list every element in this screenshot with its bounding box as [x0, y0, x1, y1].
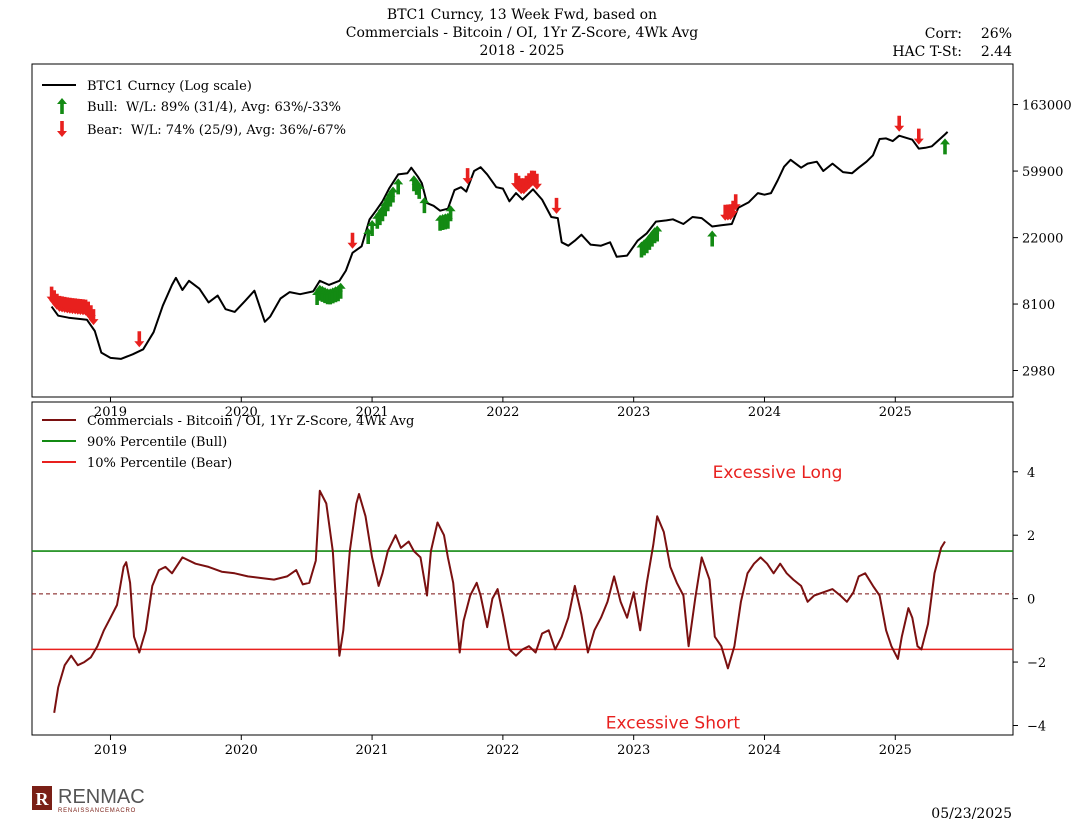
- legend-marker-bear-icon: [57, 121, 67, 137]
- x-tick-label: 2019: [94, 743, 127, 758]
- x-tick-label: 2023: [617, 405, 650, 420]
- annotation-excessive-long: Excessive Long: [713, 463, 843, 483]
- bear-arrow-icon: [462, 168, 473, 185]
- bear-arrow-icon: [730, 194, 741, 211]
- bull-arrow-icon: [419, 197, 430, 214]
- stat-tstat-value: 2.44: [981, 44, 1012, 60]
- zscore-panel: 2019 2020 2021 2022 2023 2024 2025 −4 −2 0 2 4 Com…: [31, 401, 1046, 758]
- x-tick-label: 2020: [225, 743, 258, 758]
- bear-arrow-icon: [894, 115, 905, 132]
- zscore-panel-frame: [31, 401, 1014, 736]
- legend-label-price: BTC1 Curncy (Log scale): [87, 79, 252, 94]
- bear-arrow-icon: [134, 331, 145, 348]
- legend-label-bear-line: 10% Percentile (Bear): [87, 456, 232, 471]
- renmac-logo: R RENMAC RENAISSANCEMACRO: [32, 786, 145, 814]
- y-tick-label: −4: [1027, 719, 1046, 734]
- chart-title-line-1: BTC1 Curncy, 13 Week Fwd, based on: [387, 7, 657, 23]
- bull-arrow-icon: [367, 220, 378, 236]
- x-tick-label: 2021: [356, 405, 389, 420]
- bull-arrow-icon: [388, 186, 398, 203]
- x-tick-label: 2024: [748, 743, 781, 758]
- price-panel-legend: BTC1 Curncy (Log scale) Bull: W/L: 89% (…: [42, 79, 346, 138]
- x-tick-label: 2021: [356, 743, 389, 758]
- y-tick-label: 8100: [1022, 298, 1055, 313]
- legend-label-zscore: Commercials - Bitcoin / OI, 1Yr Z-Score,…: [87, 414, 414, 429]
- bull-arrow-icon: [393, 178, 404, 195]
- logo-text: RENMAC: [58, 786, 145, 808]
- price-panel: 2019 2020 2021 2022 2023 2024 2025 2980 8100 220…: [31, 63, 1072, 420]
- y-tick-label: 2: [1027, 529, 1035, 544]
- btc-price-line: [50, 131, 949, 360]
- stat-corr-value: 26%: [981, 26, 1012, 42]
- bull-arrow-icon: [414, 182, 425, 199]
- bull-arrow-icon: [445, 205, 456, 222]
- y-tick-label: 0: [1027, 593, 1035, 608]
- signal-arrows: [46, 115, 950, 348]
- zscore-panel-x-axis: 2019 2020 2021 2022 2023 2024 2025: [94, 735, 912, 758]
- bear-arrow-icon: [531, 173, 542, 190]
- x-tick-label: 2025: [879, 743, 912, 758]
- legend-label-bull-line: 90% Percentile (Bull): [87, 435, 227, 450]
- bear-arrow-icon: [347, 232, 358, 249]
- reference-lines: [32, 550, 1013, 651]
- bull-arrow-icon: [707, 230, 718, 247]
- stat-tstat-label: HAC T-St:: [892, 44, 962, 60]
- logo-mark-icon: [32, 786, 52, 810]
- bull-arrow-icon: [652, 225, 663, 242]
- bear-arrow-icon: [728, 200, 739, 217]
- x-tick-label: 2022: [486, 743, 519, 758]
- y-tick-label: −2: [1027, 656, 1046, 671]
- y-tick-label: 2980: [1022, 364, 1055, 379]
- x-tick-label: 2024: [748, 405, 781, 420]
- x-tick-label: 2019: [94, 405, 127, 420]
- y-tick-label: 59900: [1022, 165, 1063, 180]
- y-tick-label: 4: [1027, 466, 1035, 481]
- bear-arrow-icon: [88, 309, 99, 326]
- logo-mark-letter: R: [36, 789, 50, 809]
- bull-arrow-icon: [940, 138, 950, 155]
- chart-title-line-2: Commercials - Bitcoin / OI, 1Yr Z-Score,…: [346, 25, 698, 41]
- x-tick-label: 2025: [879, 405, 912, 420]
- annotation-excessive-short: Excessive Short: [606, 713, 741, 733]
- bear-arrow-icon: [551, 197, 562, 214]
- zscore-line: [53, 489, 946, 713]
- price-panel-y-axis: 2980 8100 22000 59900 163000: [1013, 99, 1072, 379]
- x-tick-label: 2020: [225, 405, 258, 420]
- price-panel-x-axis: 2019 2020 2021 2022 2023 2024 2025: [94, 397, 912, 420]
- legend-label-bull: Bull: W/L: 89% (31/4), Avg: 63%/-33%: [87, 100, 341, 115]
- y-tick-label: 22000: [1022, 232, 1063, 247]
- report-date: 05/23/2025: [931, 806, 1012, 822]
- zscore-panel-y-axis: −4 −2 0 2 4: [1013, 466, 1046, 734]
- logo-subtext: RENAISSANCEMACRO: [58, 808, 136, 814]
- bull-arrow-icon: [335, 282, 346, 299]
- legend-marker-bull-icon: [57, 98, 67, 114]
- y-tick-label: 163000: [1022, 99, 1072, 114]
- chart-title-line-3: 2018 - 2025: [480, 43, 565, 59]
- legend-label-bear: Bear: W/L: 74% (25/9), Avg: 36%/-67%: [87, 123, 346, 138]
- price-panel-frame: [31, 63, 1014, 398]
- stat-corr-label: Corr:: [925, 26, 962, 42]
- x-tick-label: 2023: [617, 743, 650, 758]
- bear-arrow-icon: [913, 128, 924, 145]
- x-tick-label: 2022: [486, 405, 519, 420]
- zscore-panel-legend: Commercials - Bitcoin / OI, 1Yr Z-Score,…: [42, 414, 414, 471]
